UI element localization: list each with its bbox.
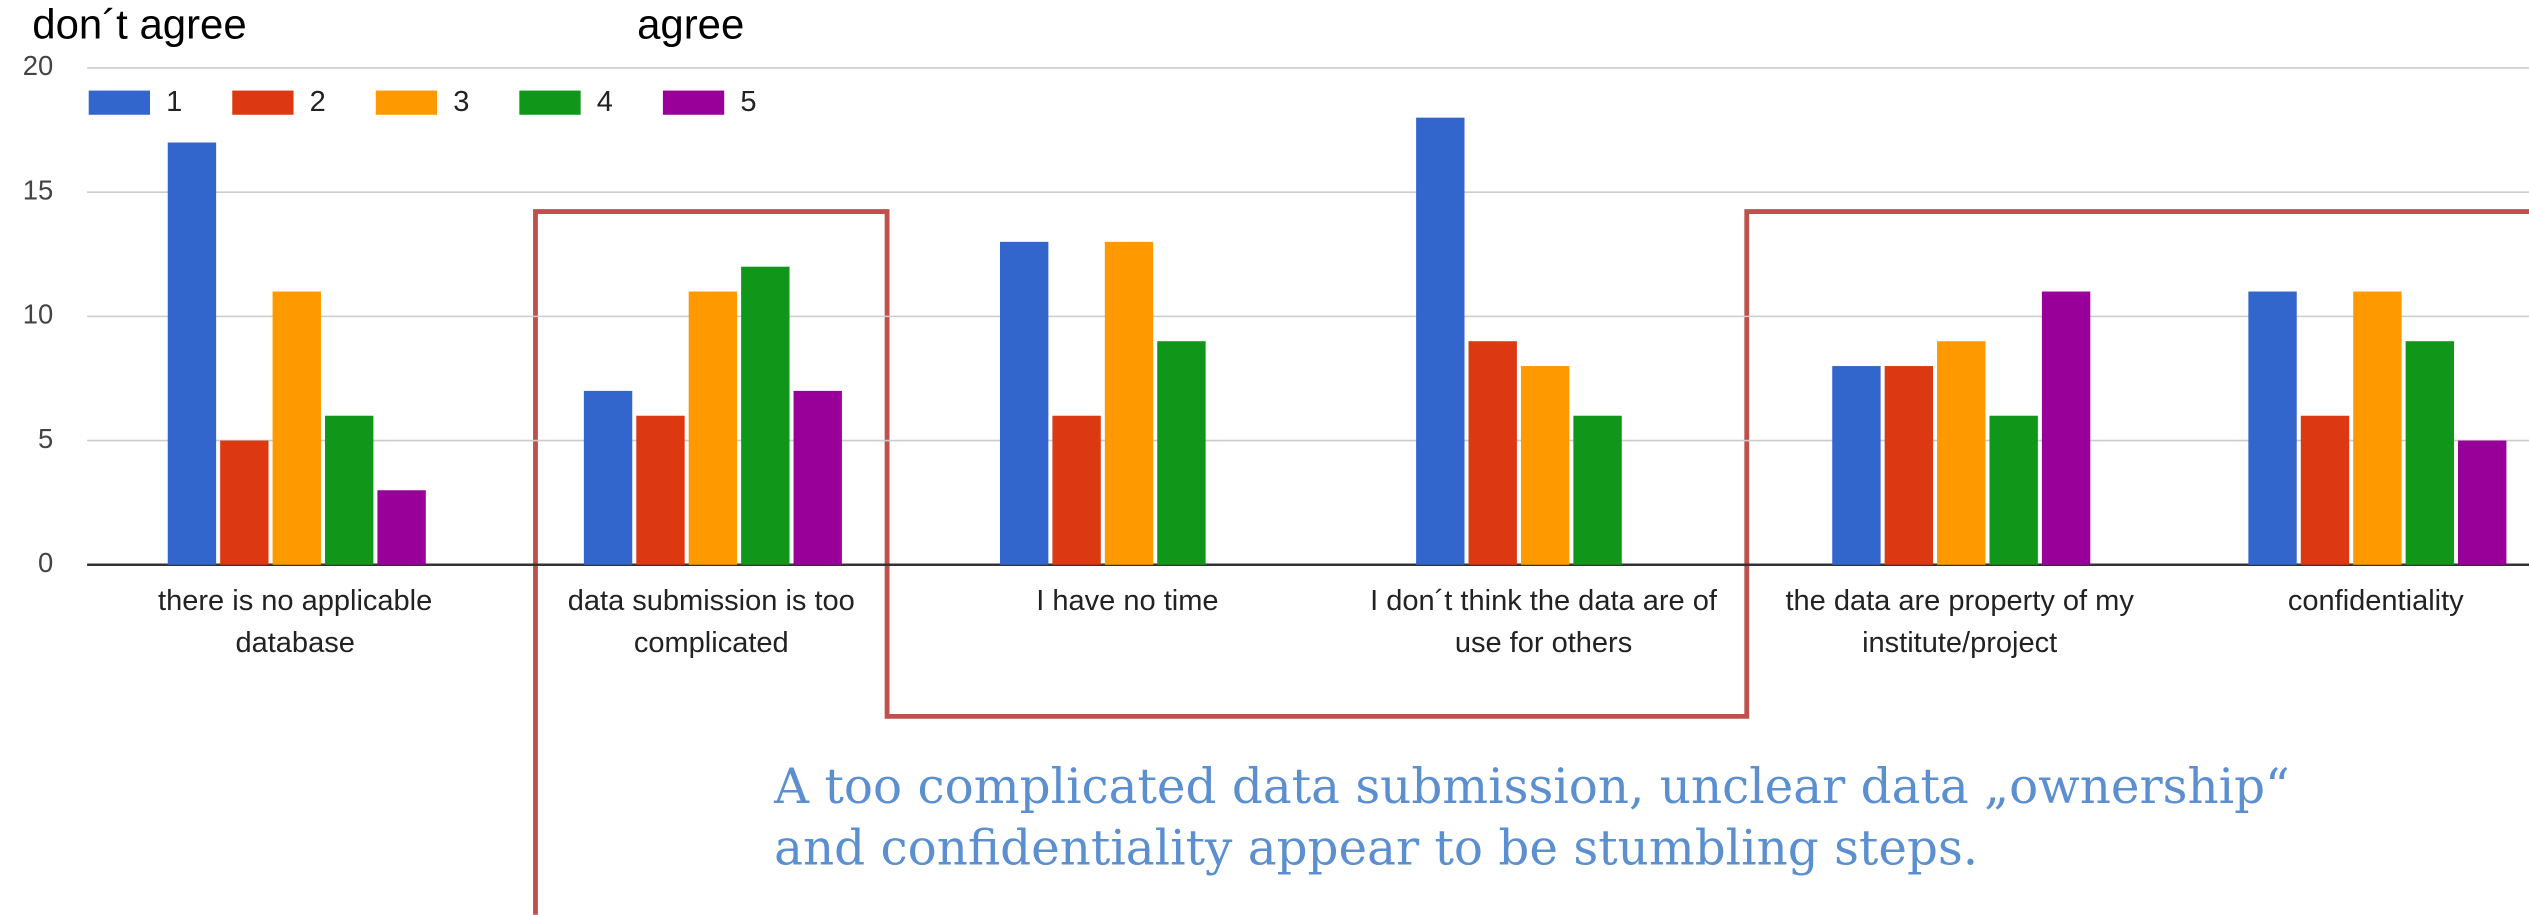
bar xyxy=(1468,341,1517,565)
scale-label-left: don´t agree xyxy=(32,1,246,48)
legend-swatch xyxy=(375,90,438,115)
bar xyxy=(1104,241,1154,565)
bar xyxy=(377,490,426,565)
bar xyxy=(167,142,217,565)
legend-swatch xyxy=(232,90,294,115)
bar xyxy=(272,291,321,565)
bar xyxy=(688,291,738,565)
bar xyxy=(2458,440,2507,565)
legend-label: 1 xyxy=(166,86,182,118)
label-line: use for others xyxy=(1455,626,1632,658)
legend-label: 3 xyxy=(453,86,469,118)
y-tick-label: 5 xyxy=(38,423,53,454)
bar xyxy=(741,266,790,565)
bar xyxy=(1832,366,1881,565)
bar xyxy=(220,440,269,565)
bar xyxy=(793,390,842,565)
bar xyxy=(999,241,1049,565)
bar xyxy=(2405,341,2455,565)
y-tick-label: 0 xyxy=(38,547,53,578)
label-line: confidentiality xyxy=(2288,585,2464,617)
x-tick-label: data submission is too complicated xyxy=(568,585,855,659)
legend-swatch xyxy=(662,90,725,115)
bar xyxy=(324,415,374,565)
bar xyxy=(2353,291,2402,565)
bar xyxy=(1989,415,2038,565)
bar xyxy=(1416,117,1465,565)
x-tick-label: confidentiality xyxy=(2288,585,2464,617)
highlight-outline xyxy=(533,209,2529,915)
bar xyxy=(1052,415,1101,565)
label-line: data submission is too xyxy=(568,585,855,617)
annotation: A too complicated data submission, uncle… xyxy=(773,759,2290,815)
label-line: complicated xyxy=(634,626,789,658)
label-line: there is no applicable xyxy=(158,585,432,617)
bar xyxy=(1157,341,1206,565)
bar xyxy=(1937,341,1986,565)
bar xyxy=(1520,366,1570,565)
legend-label: 5 xyxy=(740,86,756,118)
y-tick-label: 10 xyxy=(23,299,53,330)
bar xyxy=(2248,291,2297,565)
bar xyxy=(2041,291,2091,565)
label-line: database xyxy=(235,626,354,658)
bar xyxy=(2300,415,2350,565)
label-line: I don´t think the data are of xyxy=(1370,585,1718,617)
label-line: I have no time xyxy=(1036,585,1218,617)
x-tick-label: there is no applicable database xyxy=(158,585,432,659)
legend-label: 2 xyxy=(310,86,326,118)
bar xyxy=(636,415,685,565)
x-tick-label: I don´t think the data are of use for oth… xyxy=(1370,585,1718,659)
x-tick-label: the data are property of my institute/pro… xyxy=(1785,585,2134,659)
y-tick-label: 20 xyxy=(23,50,53,81)
label-line: the data are property of my xyxy=(1785,585,2134,617)
bar xyxy=(583,390,633,565)
bar xyxy=(1884,366,1934,565)
legend-swatch xyxy=(519,90,581,115)
y-tick-label: 15 xyxy=(23,174,53,205)
label-line: institute/project xyxy=(1862,626,2057,658)
bar xyxy=(1573,415,1622,565)
legend-swatch xyxy=(88,90,150,115)
scale-label-right: agree xyxy=(637,1,744,48)
legend-label: 4 xyxy=(597,86,613,118)
x-tick-label: I have no time xyxy=(1036,585,1218,617)
annotation: and confidentiality appear to be stumbli… xyxy=(774,820,1978,876)
